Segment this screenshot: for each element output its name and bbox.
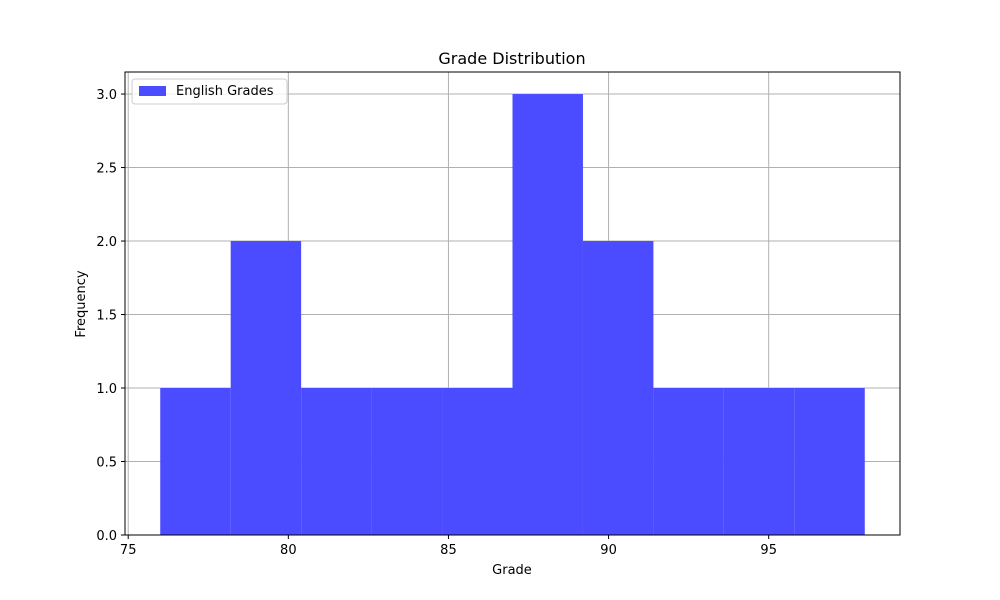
histogram-bar (582, 241, 654, 536)
y-tick-label: 1.5 (96, 309, 117, 324)
legend-label: English Grades (176, 84, 274, 99)
plot-frame (124, 71, 901, 536)
x-axis-label: Grade (492, 563, 532, 578)
chart-title: Grade Distribution (438, 49, 585, 68)
histogram-bar (723, 388, 795, 535)
histogram-bar (301, 388, 372, 535)
y-tick-label: 1.0 (96, 382, 117, 397)
y-tick-label: 2.5 (96, 162, 117, 177)
y-tick-label: 3.0 (96, 88, 117, 103)
x-tick-label: 95 (760, 543, 777, 558)
x-tick-label: 85 (440, 543, 457, 558)
histogram-bar (160, 388, 231, 535)
x-tick-label: 90 (600, 543, 617, 558)
histogram-bars (160, 94, 865, 536)
legend: English Grades (131, 78, 288, 105)
histogram-bar (653, 388, 724, 535)
y-tick-label: 0.0 (96, 529, 117, 544)
legend-box (131, 78, 288, 105)
histogram-bar (512, 94, 583, 536)
axis-ticks: 75 80 85 90 95 0.0 0.5 1.0 1.5 2.0 2.5 3.0 (96, 88, 777, 558)
y-axis-label: Frequency (74, 270, 89, 337)
histogram-bar (442, 388, 513, 535)
histogram-bar (230, 241, 302, 536)
y-tick-label: 2.0 (96, 235, 117, 250)
y-tick-label: 0.5 (96, 456, 117, 471)
x-tick-label: 75 (120, 543, 137, 558)
histogram-bar (371, 388, 443, 535)
legend-swatch (139, 86, 166, 96)
histogram-bar (794, 388, 865, 535)
x-tick-label: 80 (280, 543, 297, 558)
